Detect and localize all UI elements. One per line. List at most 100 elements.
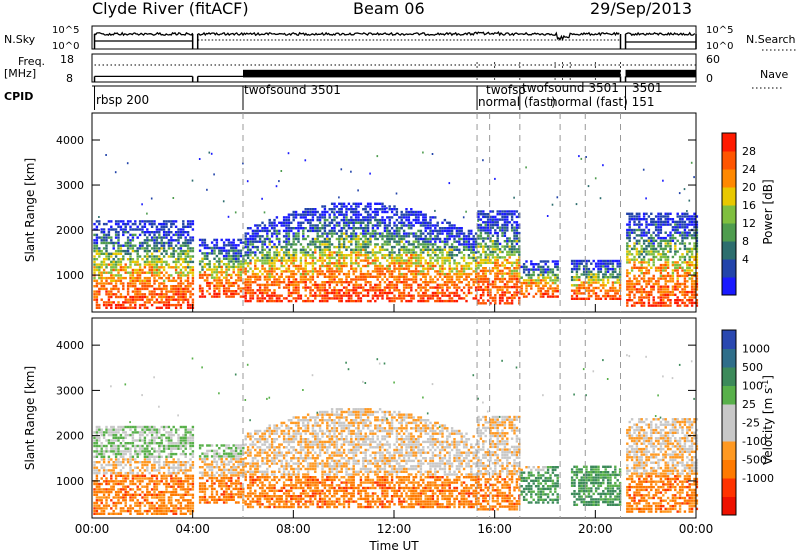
heatmap-cell [412, 251, 415, 254]
heatmap-cell [232, 284, 235, 287]
heatmap-cell [359, 218, 363, 222]
heatmap-cell [314, 243, 317, 246]
heatmap-cell [422, 286, 425, 289]
heatmap-cell [266, 245, 269, 249]
heatmap-cell [491, 280, 495, 283]
heatmap-cell [542, 273, 545, 277]
heatmap-cell [429, 256, 432, 260]
heatmap-cell [119, 260, 123, 264]
heatmap-cell [278, 281, 281, 284]
heatmap-cell [234, 257, 238, 260]
heatmap-cell [407, 262, 411, 265]
heatmap-cell [489, 253, 492, 256]
heatmap-cell [273, 229, 276, 233]
heatmap-cell [513, 283, 516, 286]
heatmap-cell [227, 260, 231, 263]
heatmap-cell [419, 237, 423, 241]
heatmap-cell [95, 303, 99, 307]
heatmap-cell [338, 243, 341, 246]
heatmap-cell [237, 238, 240, 242]
heatmap-cell [153, 244, 156, 247]
heatmap-cell [287, 240, 291, 243]
heatmap-cell [280, 256, 283, 260]
heatmap-cell [650, 258, 653, 261]
heatmap-cell [688, 258, 691, 261]
heatmap-cell [126, 252, 130, 255]
heatmap-cell [153, 258, 156, 261]
heatmap-cell [306, 243, 310, 246]
heatmap-cell [167, 228, 171, 231]
heatmap-cell [681, 293, 684, 296]
heatmap-cell [381, 237, 384, 241]
heatmap-cell [606, 262, 610, 265]
heatmap-cell [95, 282, 99, 285]
heatmap-cell [249, 291, 252, 295]
heatmap-cell [352, 291, 355, 295]
heatmap-cell [362, 235, 365, 238]
heatmap-cell [93, 268, 96, 272]
heatmap-cell [570, 267, 574, 271]
heatmap-cell [189, 295, 192, 299]
heatmap-cell [693, 215, 696, 218]
heatmap-cell [544, 292, 547, 296]
beam-title: Beam 06 [353, 0, 425, 18]
heatmap-cell [664, 255, 667, 259]
heatmap-cell [292, 232, 295, 235]
heatmap-cell [321, 248, 324, 251]
heatmap-cell [158, 231, 161, 234]
heatmap-cell [690, 293, 694, 296]
heatmap-cell [215, 244, 219, 247]
heatmap-cell [119, 295, 123, 299]
heatmap-cell [366, 289, 370, 292]
heatmap-cell [455, 272, 459, 276]
heatmap-cell [554, 273, 557, 277]
heatmap-cell [402, 262, 406, 265]
heatmap-cell [239, 238, 243, 242]
heatmap-cell [302, 221, 305, 224]
heatmap-cell [153, 295, 156, 299]
heatmap-cell [335, 210, 339, 214]
heatmap-cell [170, 298, 173, 301]
heatmap-cell [434, 235, 437, 238]
heatmap-cell [158, 276, 161, 280]
heatmap-cell [191, 282, 195, 285]
heatmap-cell [381, 248, 384, 251]
heatmap-cell [177, 241, 180, 245]
heatmap-cell [479, 285, 483, 289]
heatmap-cell [213, 263, 216, 266]
heatmap-cell [650, 277, 653, 280]
heatmap-cell [383, 208, 387, 211]
heatmap-cell [285, 259, 288, 262]
heatmap-cell [93, 263, 96, 266]
heatmap-cell [642, 247, 646, 251]
heatmap-cell [681, 231, 684, 234]
heatmap-cell [657, 258, 660, 261]
heatmap-cell [496, 223, 499, 227]
heatmap-cell [441, 240, 444, 243]
heatmap-cell [340, 237, 343, 241]
heatmap-cell [503, 285, 507, 289]
heatmap-cell [494, 221, 497, 224]
heatmap-cell [434, 237, 437, 241]
heatmap-cell [376, 227, 379, 230]
heatmap-cell [482, 213, 485, 216]
heatmap-cell [426, 224, 430, 227]
heatmap-cell [400, 256, 403, 260]
heatmap-cell [326, 297, 329, 300]
heatmap-cell [407, 213, 411, 216]
heatmap-cell [448, 256, 451, 260]
heatmap-cell [297, 232, 300, 235]
heatmap-cell [273, 254, 276, 257]
heatmap-cell [515, 221, 519, 224]
heatmap-cell [359, 291, 363, 295]
heatmap-cell [479, 253, 483, 256]
heatmap-cell [628, 234, 631, 237]
heatmap-cell [506, 283, 509, 286]
heatmap-cell [602, 262, 605, 265]
heatmap-cell [122, 306, 125, 309]
heatmap-cell [117, 244, 120, 247]
heatmap-cell [100, 252, 103, 255]
heatmap-cell [153, 266, 156, 269]
heatmap-cell [206, 268, 209, 271]
heatmap-cell [275, 259, 279, 262]
